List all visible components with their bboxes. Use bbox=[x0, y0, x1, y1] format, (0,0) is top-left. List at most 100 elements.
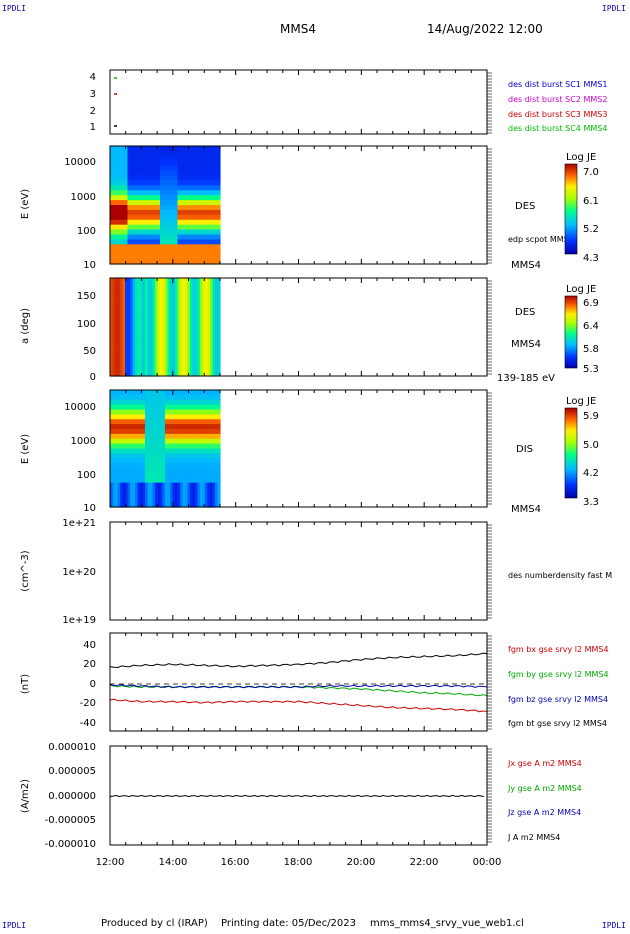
dis-energy-cell bbox=[117, 419, 121, 425]
des-pitch-cell bbox=[164, 331, 169, 336]
des-pitch-cell bbox=[192, 314, 196, 320]
des-pitch-cell bbox=[179, 355, 184, 361]
des-energy-cell bbox=[204, 170, 209, 177]
des-energy-cell bbox=[124, 180, 129, 186]
dis-energy-cell bbox=[112, 482, 116, 489]
p4-cb-tick: 3.3 bbox=[583, 497, 599, 508]
dis-energy-cell bbox=[172, 404, 176, 411]
des-pitch-cell bbox=[152, 318, 156, 324]
des-energy-cell bbox=[214, 170, 219, 177]
dis-energy-cell bbox=[162, 463, 166, 469]
dis-energy-cell bbox=[174, 477, 179, 484]
p6-ytick: 0 bbox=[90, 679, 96, 690]
dis-energy-cell bbox=[197, 409, 201, 415]
des-energy-cell bbox=[192, 214, 196, 221]
dis-energy-cell bbox=[152, 404, 156, 411]
dis-energy-cell bbox=[129, 399, 134, 406]
des-energy-cell bbox=[177, 160, 181, 167]
dis-energy-cell bbox=[129, 487, 134, 493]
des-energy-cell bbox=[152, 214, 156, 221]
des-energy-cell bbox=[204, 200, 209, 206]
des-energy-cell bbox=[142, 229, 146, 236]
des-pitch-cell bbox=[139, 347, 144, 353]
des-energy-cell bbox=[189, 190, 194, 196]
des-pitch-cell bbox=[187, 347, 191, 353]
dis-energy-cell bbox=[154, 502, 159, 508]
des-energy-cell bbox=[177, 165, 181, 172]
dis-energy-cell bbox=[139, 497, 144, 503]
dis-energy-cell bbox=[112, 394, 116, 401]
des-pitch-cell bbox=[197, 298, 201, 304]
dis-energy-cell bbox=[217, 394, 221, 401]
des-pitch-cell bbox=[184, 294, 189, 300]
dis-energy-cell bbox=[152, 448, 156, 454]
des-pitch-cell bbox=[147, 327, 151, 332]
des-energy-cell bbox=[112, 150, 116, 157]
des-pitch-cell bbox=[149, 335, 154, 340]
des-energy-cell bbox=[174, 185, 179, 191]
dis-energy-cell bbox=[217, 458, 221, 464]
des-pitch-cell bbox=[199, 282, 204, 287]
dis-energy-cell bbox=[207, 433, 211, 440]
des-energy-cell bbox=[114, 244, 119, 250]
des-pitch-cell bbox=[154, 298, 159, 304]
des-energy-cell bbox=[194, 165, 199, 172]
des-pitch-cell bbox=[174, 322, 179, 328]
des-energy-cell bbox=[214, 150, 219, 157]
des-energy-cell bbox=[129, 175, 134, 182]
dis-energy-cell bbox=[202, 463, 206, 469]
des-pitch-cell bbox=[157, 347, 161, 353]
dis-energy-cell bbox=[112, 409, 116, 415]
des-pitch-cell bbox=[117, 363, 121, 369]
dis-energy-cell bbox=[164, 487, 169, 493]
dis-energy-cell bbox=[117, 409, 121, 415]
dis-energy-cell bbox=[142, 419, 146, 425]
des-energy-cell bbox=[187, 160, 191, 167]
des-pitch-cell bbox=[192, 347, 196, 353]
dis-energy-cell bbox=[144, 502, 149, 508]
dis-energy-cell bbox=[184, 492, 189, 498]
des-energy-cell bbox=[207, 205, 211, 211]
dis-energy-cell bbox=[122, 468, 126, 474]
dis-energy-cell bbox=[134, 458, 139, 464]
des-energy-cell bbox=[174, 244, 179, 250]
dis-energy-cell bbox=[124, 463, 129, 469]
des-energy-cell bbox=[119, 195, 124, 201]
des-energy-cell bbox=[217, 224, 221, 231]
dis-energy-cell bbox=[167, 433, 171, 440]
dis-energy-cell bbox=[132, 438, 136, 445]
p1-ytick: 3 bbox=[90, 89, 96, 100]
des-energy-cell bbox=[167, 229, 171, 236]
des-pitch-cell bbox=[184, 318, 189, 324]
p2-ytick: 10000 bbox=[64, 157, 96, 168]
des-energy-cell bbox=[212, 259, 216, 265]
dis-energy-cell bbox=[159, 477, 164, 484]
des-energy-cell bbox=[209, 190, 214, 196]
des-pitch-cell bbox=[112, 310, 116, 316]
des-energy-cell bbox=[197, 190, 201, 196]
des-energy-cell bbox=[192, 219, 196, 226]
dis-energy-cell bbox=[110, 404, 114, 411]
des-energy-cell bbox=[139, 175, 144, 182]
des-energy-cell bbox=[217, 239, 221, 245]
dis-energy-cell bbox=[110, 468, 114, 474]
dis-energy-cell bbox=[144, 424, 149, 430]
des-pitch-cell bbox=[159, 318, 164, 324]
des-pitch-cell bbox=[147, 314, 151, 320]
des-pitch-cell bbox=[167, 314, 171, 320]
des-energy-cell bbox=[114, 175, 119, 182]
dis-energy-cell bbox=[110, 472, 114, 479]
des-energy-cell bbox=[172, 155, 176, 162]
des-energy-cell bbox=[137, 249, 141, 255]
dis-energy-cell bbox=[119, 453, 124, 459]
dis-energy-cell bbox=[110, 458, 114, 464]
des-energy-cell bbox=[194, 170, 199, 177]
dis-energy-cell bbox=[202, 424, 206, 430]
dis-energy-cell bbox=[112, 433, 116, 440]
dis-energy-cell bbox=[127, 390, 131, 396]
des-energy-cell bbox=[119, 150, 124, 157]
des-pitch-cell bbox=[157, 363, 161, 369]
p3-cb-tick: 5.3 bbox=[583, 364, 599, 375]
dis-energy-cell bbox=[169, 438, 174, 445]
